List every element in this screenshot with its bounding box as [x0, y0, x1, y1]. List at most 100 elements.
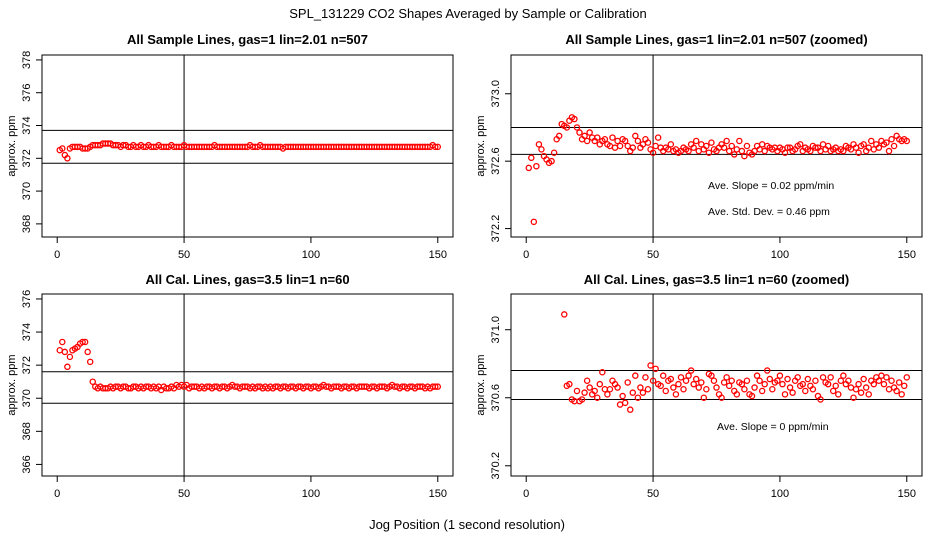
data-point	[789, 389, 796, 396]
data-point	[766, 375, 774, 383]
data-point	[667, 375, 675, 383]
x-tick-label-150: 150	[429, 488, 447, 500]
data-point	[829, 387, 837, 395]
annotation-1: Ave. Slope = 0 ppm/min	[717, 421, 829, 433]
data-point	[687, 367, 695, 374]
data-point	[786, 384, 794, 391]
data-point	[883, 139, 890, 146]
data-point	[59, 145, 66, 152]
data-point	[835, 391, 842, 398]
data-point	[66, 353, 74, 361]
chart-title: All Cal. Lines, gas=3.5 lin=1 n=60	[145, 272, 349, 287]
data-point	[840, 147, 847, 155]
data-point	[535, 141, 543, 148]
data-point	[824, 380, 832, 388]
data-point	[817, 396, 824, 403]
data-point	[824, 142, 832, 150]
data-point	[751, 384, 758, 391]
data-point	[883, 374, 890, 381]
data-point	[644, 139, 652, 146]
x-tick-label-100: 100	[302, 488, 320, 500]
y-tick-label-5: 376	[21, 290, 33, 308]
data-point	[895, 379, 903, 386]
data-point	[614, 384, 621, 391]
data-point	[86, 358, 94, 366]
data-point	[852, 386, 860, 393]
data-point	[741, 152, 748, 160]
data-point	[741, 386, 748, 393]
data-point	[690, 144, 697, 151]
data-point	[434, 383, 442, 390]
data-point	[654, 134, 662, 141]
data-point	[763, 367, 771, 374]
data-point	[64, 363, 71, 371]
data-point	[868, 137, 875, 145]
data-point	[812, 377, 819, 384]
data-point	[573, 124, 581, 131]
data-point	[571, 115, 578, 123]
y-tick-label-0: 370.2	[490, 452, 502, 480]
data-point	[548, 157, 555, 165]
data-point	[566, 380, 573, 388]
data-point	[581, 389, 588, 396]
data-point	[596, 380, 604, 388]
data-point	[761, 147, 768, 155]
data-point	[550, 149, 558, 156]
y-tick-label-1: 368	[21, 422, 33, 440]
data-point	[855, 149, 862, 156]
data-point	[586, 384, 593, 391]
data-point	[624, 379, 631, 386]
data-point	[616, 401, 624, 408]
data-point	[885, 147, 893, 155]
data-point	[604, 391, 611, 398]
y-axis-label: approx. ppm	[6, 354, 18, 415]
chart-panel-4: All Cal. Lines, gas=3.5 lin=1 n=60 (zoom…	[475, 272, 923, 500]
data-point	[870, 380, 878, 388]
y-tick-label-0: 368	[21, 215, 33, 233]
chart-title: All Sample Lines, gas=1 lin=2.01 n=507	[127, 32, 368, 47]
data-point	[819, 141, 827, 148]
data-point	[692, 137, 700, 145]
data-point	[685, 147, 692, 155]
data-point	[718, 394, 725, 402]
data-point	[662, 387, 670, 395]
x-tick-label-0: 0	[54, 249, 60, 261]
data-point	[578, 396, 586, 403]
data-point	[738, 380, 746, 388]
data-point	[431, 143, 439, 151]
x-tick-label-100: 100	[771, 249, 789, 261]
data-point	[758, 387, 766, 395]
data-point	[644, 386, 652, 393]
y-tick-label-0: 372.2	[490, 215, 502, 243]
data-point	[576, 129, 583, 136]
data-point	[888, 377, 895, 384]
y-axis-label: approx. ppm	[475, 115, 487, 176]
data-point	[761, 380, 768, 388]
x-tick-label-100: 100	[302, 249, 320, 261]
data-point	[621, 399, 629, 407]
data-point	[632, 132, 639, 140]
data-point	[703, 142, 710, 150]
data-point	[865, 391, 872, 398]
y-axis-label: approx. ppm	[6, 115, 18, 176]
y-tick-label-1: 370	[21, 182, 33, 200]
x-tick-label-0: 0	[54, 488, 60, 500]
data-point	[698, 141, 705, 148]
data-point	[725, 382, 733, 390]
y-tick-label-1: 372.6	[490, 147, 502, 175]
data-point	[59, 338, 66, 346]
data-point	[619, 392, 626, 400]
series-1	[525, 114, 911, 226]
data-point	[692, 375, 700, 383]
data-point	[900, 382, 908, 390]
data-point	[723, 137, 730, 145]
data-point	[634, 394, 642, 402]
data-point	[847, 384, 855, 391]
data-point	[776, 372, 784, 379]
data-point	[888, 136, 895, 143]
chart-panels: All Sample Lines, gas=1 lin=2.01 n=507 0 5…	[6, 32, 923, 500]
data-point	[649, 149, 657, 156]
series-1	[56, 140, 442, 162]
data-point	[649, 377, 657, 384]
data-point	[538, 146, 545, 153]
